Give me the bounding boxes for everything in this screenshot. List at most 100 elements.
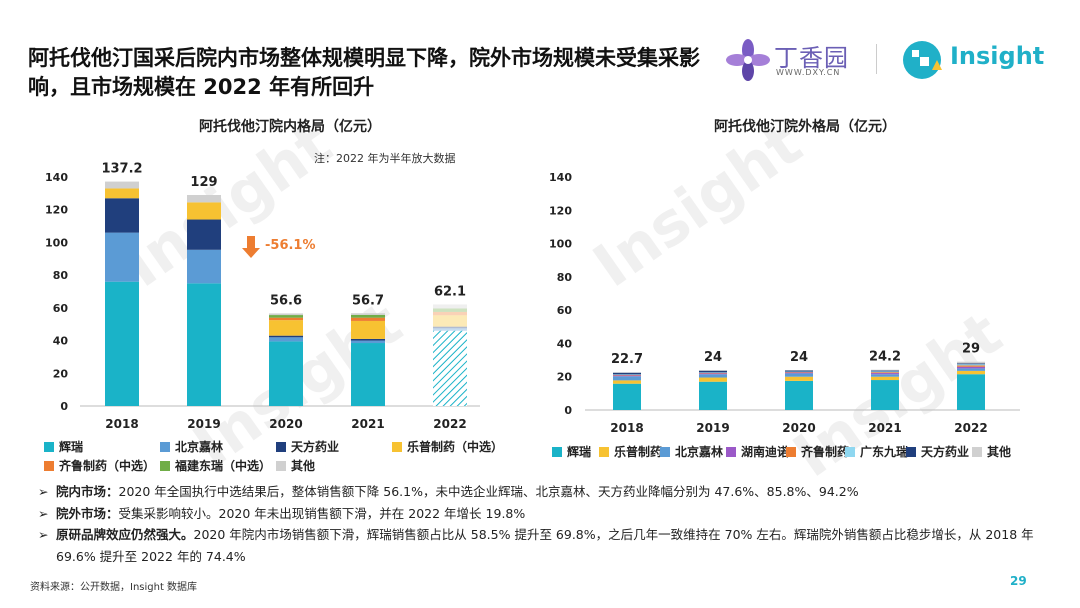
insight-logo-name: Insight [950,42,1045,70]
page-title: 阿托伐他汀国采后院内市场整体规模明显下降，院外市场规模未受集采影响，且市场规模在… [28,46,700,99]
bar-total-label: 24 [790,350,808,365]
y-tick-label: 120 [45,204,68,217]
bar-segment [105,198,139,233]
down-arrow-icon [242,236,260,258]
y-tick-label: 80 [557,271,573,284]
y-tick-label: 100 [549,238,572,251]
legend-item: 天方药业 [906,443,969,460]
legend-item: 北京嘉林 [160,438,223,455]
outhospital-chart: 0 20 40 60 80 100 120 140 22.7 2018 24 2019 24 2020 24… [549,171,1020,435]
bar-segment [785,372,813,373]
bar-segment [871,376,899,381]
bar-segment [871,374,899,377]
bar-total-label: 24.2 [869,350,901,365]
bar-segment [699,373,727,375]
inhospital-chart: 0 20 40 60 80 100 120 140 137.2 2018 129 2019 56.6 20… [45,162,480,431]
finding-inhospital: ➢ 院内市场：2020 年全国执行中选结果后，整体销售额下降 56.1%，未中选… [38,481,1048,503]
bar-segment [957,370,985,375]
legend-swatch [599,447,609,457]
finding-text: 2020 年院内市场销售额下滑，辉瑞销售额占比从 58.5% 提升至 69.8%… [56,527,1034,564]
insight-mark-icon [903,41,942,79]
legend-item: 其他 [972,443,1011,460]
x-category-label: 2018 [105,417,138,431]
x-category-label: 2021 [351,417,384,431]
outhospital-chart-title: 阿托伐他汀院外格局（亿元） [714,119,896,135]
legend-item: 北京嘉林 [660,443,723,460]
bar-segment [433,308,467,312]
bar-total-label: 62.1 [434,284,466,299]
bar-segment [871,370,899,372]
x-category-label: 2019 [696,421,729,435]
bar-segment [699,381,727,410]
bar-total-label: 24 [704,350,722,365]
bar-segment [871,371,899,373]
legend-item: 其他 [276,457,315,474]
bar-segment [785,376,813,381]
bar-segment [433,330,467,406]
legend-swatch [276,442,286,452]
page-number: 29 [1010,574,1027,588]
finding-outhospital: ➢ 院外市场：受集采影响较小。2020 年未出现销售额下滑，并在 2022 年增… [38,503,1048,525]
bar-total-label: 137.2 [101,162,142,177]
legend-label: 齐鲁制药（中选） [59,459,156,473]
legend-label: 天方药业 [291,440,340,454]
dxy-flower-icon [726,39,770,81]
finding-lead: 原研品牌效应仍然强大。 [56,527,194,542]
legend-swatch [786,447,796,457]
y-tick-label: 60 [53,302,69,315]
y-tick-label: 140 [549,171,572,184]
bar-segment [957,374,985,410]
bar-segment [613,372,641,373]
bullet-arrow-icon: ➢ [38,505,49,521]
bar-segment [785,380,813,410]
source-note: 资料来源：公开数据，Insight 数据库 [30,582,198,593]
bar-segment [269,341,303,406]
finding-lead: 院外市场： [56,505,119,521]
finding-text: 2020 年全国执行中选结果后，整体销售额下降 56.1%，未中选企业辉瑞、北京… [118,484,859,499]
bar-segment [785,370,813,371]
y-tick-label: 100 [45,236,68,249]
legend-item: 福建东瑞（中选） [160,457,271,474]
bar-total-label: 56.6 [270,293,302,308]
bar-segment [433,328,467,331]
legend-label: 湖南迪诺 [741,445,790,459]
bar-segment [351,314,385,318]
bar-segment [699,370,727,373]
bar-total-label: 29 [962,342,980,357]
legend-swatch [160,461,170,471]
x-category-label: 2020 [782,421,815,435]
legend-swatch [660,447,670,457]
legend-item: 齐鲁制药 [786,443,849,460]
legend-label: 齐鲁制药 [801,445,850,459]
bar-segment [269,335,303,338]
legend-swatch [392,442,402,452]
legend-swatch [726,447,736,457]
y-tick-label: 20 [53,367,69,380]
legend-label: 其他 [987,445,1012,459]
bar-segment [699,372,727,374]
legend-label: 乐普制药（中选） [407,440,504,454]
legend-label: 乐普制药 [614,445,663,459]
finding-text: 受集采影响较小。2020 年未出现销售额下滑，并在 2022 年增长 19.8% [118,505,526,521]
bar-segment [351,340,385,344]
key-findings: ➢ 院内市场：2020 年全国执行中选结果后，整体销售额下降 56.1%，未中选… [38,481,1048,567]
legend-item: 辉瑞 [44,438,83,455]
bullet-arrow-icon: ➢ [38,527,49,542]
legend-item: 天方药业 [276,438,339,455]
bullet-arrow-icon: ➢ [38,484,49,499]
inhospital-chart-title: 阿托伐他汀院内格局（亿元） [199,119,381,135]
dxy-logo: 丁香园 WWW.DXY.CN [726,38,856,82]
bar-segment [613,374,641,376]
bar-segment [957,361,985,364]
bar-segment [785,370,813,372]
bar-segment [957,366,985,369]
finding-brand: ➢ 原研品牌效应仍然强大。2020 年院内市场销售额下滑，辉瑞销售额占比从 58… [38,524,1048,567]
bar-segment [433,304,467,309]
x-category-label: 2022 [954,421,987,435]
bar-segment [105,232,139,282]
x-category-label: 2022 [433,417,466,431]
dxy-logo-url: WWW.DXY.CN [776,68,841,77]
legend-swatch [44,461,54,471]
bar-total-label: 22.7 [611,352,643,367]
decline-indicator: -56.1% [242,236,316,258]
